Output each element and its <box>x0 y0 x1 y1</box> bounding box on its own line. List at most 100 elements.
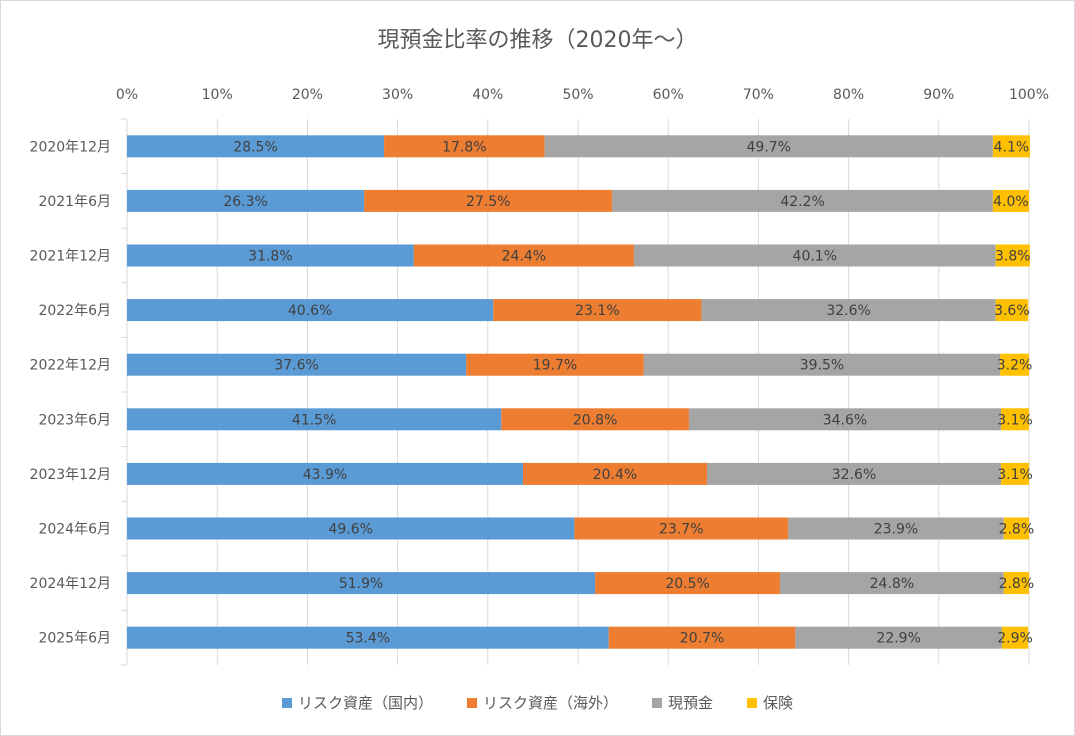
bar-segment <box>612 189 993 212</box>
legend-label: 保険 <box>763 694 794 712</box>
x-tick-label: 30% <box>382 87 413 103</box>
data-label: 3.1% <box>997 467 1033 483</box>
bar-segment <box>706 462 1002 485</box>
category-label: 2024年6月 <box>38 522 111 538</box>
bar-segment <box>544 135 993 158</box>
legend-swatch <box>747 697 758 708</box>
legend-label: リスク資産（海外） <box>482 694 618 712</box>
bar-segment <box>384 135 545 158</box>
bar-segment <box>995 299 1029 322</box>
legend-item: リスク資産（国内） <box>281 692 433 713</box>
bar-segment <box>127 626 609 649</box>
bar-segment <box>995 244 1030 267</box>
x-tick-label: 70% <box>743 87 774 103</box>
bar-segment <box>992 135 1030 158</box>
data-label: 20.8% <box>573 412 617 428</box>
x-tick-label: 90% <box>923 87 954 103</box>
x-tick-label: 0% <box>116 87 138 103</box>
data-label: 32.6% <box>826 303 870 319</box>
bar-segment <box>780 572 1004 595</box>
bar-segment <box>127 244 414 267</box>
category-label: 2021年6月 <box>38 194 111 210</box>
legend-item: 現預金 <box>652 692 713 713</box>
legend-swatch <box>652 697 662 708</box>
bar-segment <box>1001 462 1029 485</box>
bar-segment <box>574 517 789 540</box>
data-label: 32.6% <box>832 467 876 483</box>
data-label: 40.1% <box>793 249 837 265</box>
bar-segment <box>633 244 996 267</box>
bar-segment <box>992 189 1029 212</box>
x-tick-label: 100% <box>1009 87 1049 103</box>
legend-item: 保険 <box>747 692 793 713</box>
data-label: 22.9% <box>876 631 920 647</box>
legend-label: 現預金 <box>668 694 714 712</box>
x-tick-label: 50% <box>562 87 593 103</box>
bar-segment <box>1000 353 1029 376</box>
bar-segment <box>1003 572 1029 595</box>
bar-segment <box>466 353 644 376</box>
bar-segment <box>493 299 702 322</box>
legend-swatch <box>281 697 292 708</box>
bar-segment <box>608 626 796 649</box>
bar-segment <box>127 135 385 158</box>
category-label: 2025年6月 <box>38 631 111 647</box>
data-label: 19.7% <box>533 358 577 374</box>
x-tick-label: 10% <box>202 87 233 103</box>
data-label: 34.6% <box>823 412 867 428</box>
data-label: 53.4% <box>346 631 390 647</box>
x-tick-label: 20% <box>292 87 323 103</box>
bar-segment <box>643 353 1001 376</box>
bar-segment <box>688 408 1002 431</box>
data-label: 3.8% <box>995 249 1031 265</box>
category-label: 2023年6月 <box>38 412 111 428</box>
bar-segment <box>127 299 494 322</box>
data-label: 42.2% <box>780 194 824 210</box>
data-label: 49.7% <box>747 139 791 155</box>
category-label: 2022年6月 <box>38 303 111 319</box>
data-label: 20.5% <box>665 576 709 592</box>
data-label: 40.6% <box>288 303 332 319</box>
x-tick-label: 40% <box>472 87 503 103</box>
data-label: 26.3% <box>223 194 267 210</box>
bar-segment <box>1001 408 1029 431</box>
data-label: 20.7% <box>680 631 724 647</box>
bar-segment <box>1003 517 1029 540</box>
bar-segment <box>595 572 781 595</box>
data-label: 27.5% <box>466 194 510 210</box>
category-label: 2023年12月 <box>30 467 111 483</box>
data-label: 2.9% <box>997 631 1033 647</box>
category-label: 2021年12月 <box>30 249 111 265</box>
data-label: 4.1% <box>994 139 1030 155</box>
data-label: 2.8% <box>999 576 1035 592</box>
data-label: 37.6% <box>274 358 318 374</box>
bar-segment <box>127 572 596 595</box>
legend-label: リスク資産（国内） <box>297 694 433 712</box>
category-label: 2022年12月 <box>30 358 111 374</box>
data-label: 31.8% <box>248 249 292 265</box>
data-label: 43.9% <box>303 467 347 483</box>
data-label: 39.5% <box>800 358 844 374</box>
legend-swatch <box>466 697 477 708</box>
data-label: 24.8% <box>870 576 914 592</box>
x-tick-label: 80% <box>833 87 864 103</box>
data-label: 23.9% <box>874 522 918 538</box>
legend-item: リスク資産（海外） <box>466 692 618 713</box>
bar-segment <box>501 408 689 431</box>
category-label: 2024年12月 <box>30 576 111 592</box>
data-label: 23.1% <box>575 303 619 319</box>
data-label: 17.8% <box>442 139 486 155</box>
legend: リスク資産（国内） リスク資産（海外） 現預金 保険 <box>0 692 1075 713</box>
data-label: 3.1% <box>997 412 1033 428</box>
bar-segment <box>788 517 1004 540</box>
bar-segment <box>795 626 1002 649</box>
bar-segment <box>701 299 996 322</box>
data-label: 24.4% <box>502 249 546 265</box>
category-label: 2020年12月 <box>30 139 111 155</box>
bar-segment <box>127 408 502 431</box>
bar-segment <box>127 462 523 485</box>
data-label: 2.8% <box>999 522 1035 538</box>
bar-segment <box>364 189 613 212</box>
data-label: 23.7% <box>659 522 703 538</box>
